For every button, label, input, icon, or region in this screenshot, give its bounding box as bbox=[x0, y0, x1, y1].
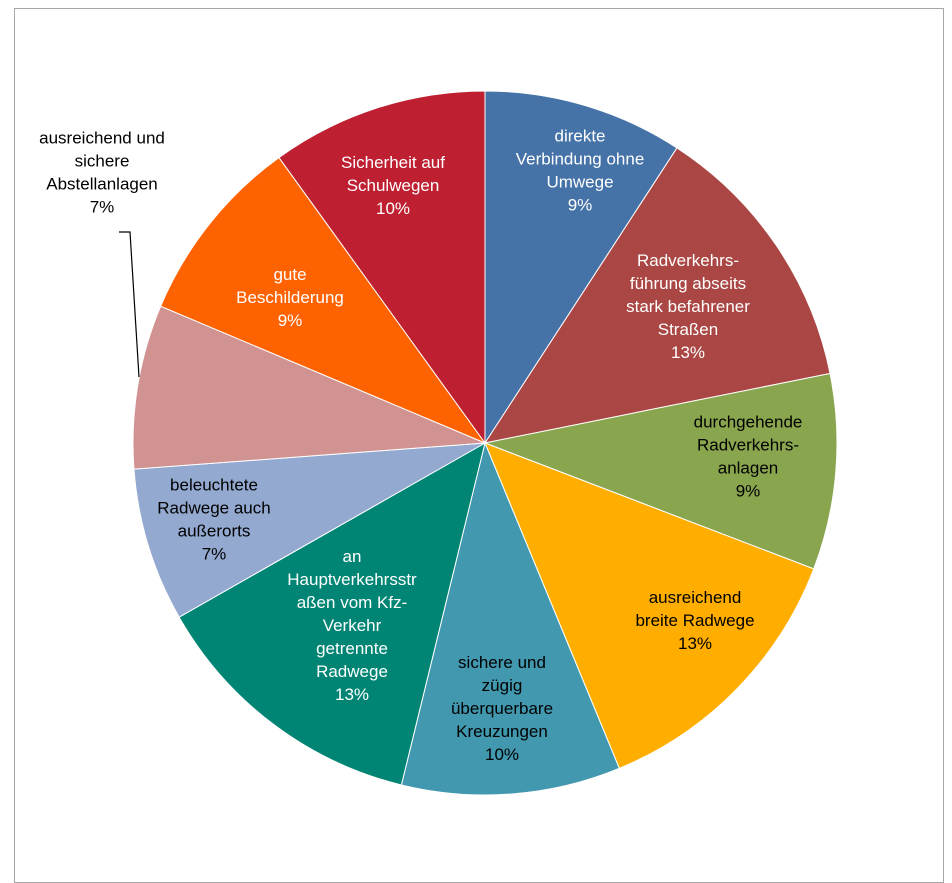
slice-label: direkte Verbindung ohne Umwege 9% bbox=[516, 127, 645, 215]
slice-percent: 7% bbox=[90, 198, 115, 217]
slice-label-line: Straßen bbox=[658, 320, 718, 339]
pie-slice bbox=[483, 372, 838, 570]
pie-slice bbox=[160, 156, 487, 445]
slice-label-line: direkte bbox=[554, 127, 605, 146]
slice-label-line: beleuchtete bbox=[170, 476, 258, 495]
slice-percent: 13% bbox=[678, 634, 712, 653]
slice-label-line: Sicherheit auf bbox=[341, 153, 445, 172]
slice-label: Radverkehrs-führung abseits stark befahre… bbox=[626, 251, 750, 362]
slice-percent: 13% bbox=[671, 343, 705, 362]
slice-label-line: aßen vom Kfz- bbox=[297, 593, 408, 612]
slice-label-line: sichere und bbox=[458, 653, 546, 672]
slice-label: beleuchtete Radwege auch außerorts 7% bbox=[157, 476, 270, 564]
pie-slice bbox=[484, 442, 815, 770]
slice-label-line: außerorts bbox=[178, 522, 251, 541]
slice-percent: 9% bbox=[736, 482, 761, 501]
slice-label-line: durchgehende bbox=[694, 413, 803, 432]
pie-slice bbox=[483, 147, 831, 444]
slice-percent: 9% bbox=[568, 196, 593, 215]
slice-label: gute Beschilderung 9% bbox=[236, 265, 344, 330]
slice-label-line: sichere bbox=[75, 152, 130, 171]
slice-label-line: Radwege bbox=[316, 662, 388, 681]
slice-label-line: an bbox=[343, 547, 362, 566]
slice-label-line: Abstellanlagen bbox=[46, 175, 158, 194]
slice-label: ausreichend und sichere Abstellanlagen 7% bbox=[39, 129, 165, 217]
slice-label-line: Verkehr bbox=[323, 616, 382, 635]
slice-label-line: ausreichend und bbox=[39, 129, 165, 148]
slice-label-line: Hauptverkehrsstr bbox=[287, 570, 417, 589]
slice-label-line: getrennte bbox=[316, 639, 388, 658]
slice-percent: 9% bbox=[278, 311, 303, 330]
pie-slice bbox=[484, 90, 678, 445]
slice-label-line: Kreuzungen bbox=[456, 722, 548, 741]
pie-slice bbox=[400, 441, 620, 796]
slice-label-line: anlagen bbox=[718, 459, 779, 478]
slice-label: an Hauptverkehrsstr aßen vom Kfz- Verkehr ge… bbox=[287, 547, 417, 704]
pie-slice bbox=[178, 441, 486, 786]
slice-label-line: Verbindung ohne bbox=[516, 150, 645, 169]
slice-label: ausreichend breite Radwege 13% bbox=[635, 588, 754, 653]
slice-label: sichere und zügig überquerbare Kreuzungen 10… bbox=[451, 653, 553, 764]
slice-percent: 10% bbox=[376, 199, 410, 218]
slice-label-line: überquerbare bbox=[451, 699, 553, 718]
slice-label-line: führung abseits bbox=[630, 274, 746, 293]
slice-label-line: ausreichend bbox=[649, 588, 742, 607]
slice-label: Sicherheit auf Schulwegen 10% bbox=[341, 153, 445, 218]
slice-label-line: stark befahrener bbox=[626, 297, 750, 316]
slice-label-line: Radwege auch bbox=[157, 499, 270, 518]
pie-slice bbox=[132, 305, 486, 470]
pie-slice bbox=[278, 90, 486, 445]
slice-label-line: Radverkehrs- bbox=[697, 436, 799, 455]
slice-percent: 7% bbox=[202, 545, 227, 564]
pie-slice bbox=[133, 442, 486, 618]
slice-label: durchgehende Radverkehrs-anlagen 9% bbox=[694, 413, 803, 501]
slice-label-line: Radverkehrs- bbox=[637, 251, 739, 270]
slice-label-line: zügig bbox=[482, 676, 523, 695]
slice-label-line: gute bbox=[273, 265, 306, 284]
slice-label-line: Umwege bbox=[546, 173, 613, 192]
slice-label-line: breite Radwege bbox=[635, 611, 754, 630]
slice-label-line: Beschilderung bbox=[236, 288, 344, 307]
slice-percent: 10% bbox=[485, 745, 519, 764]
slice-percent: 13% bbox=[335, 685, 369, 704]
slice-label-line: Schulwegen bbox=[347, 176, 440, 195]
leader-line bbox=[119, 231, 140, 378]
